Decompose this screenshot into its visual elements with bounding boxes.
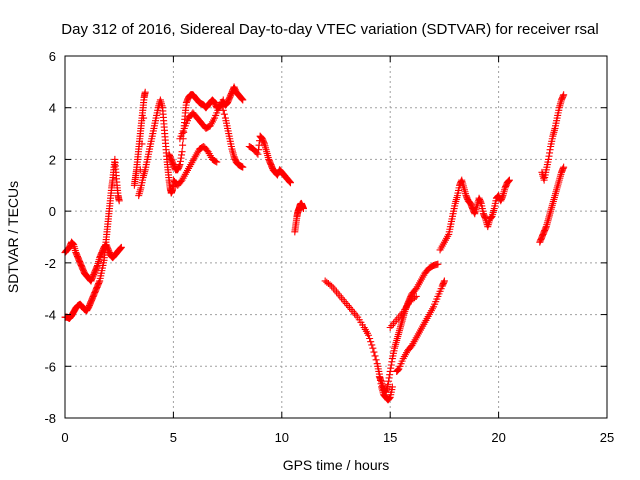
- x-tick-label: 25: [600, 430, 614, 445]
- data-point: [218, 102, 226, 110]
- series-2: [61, 155, 123, 322]
- y-tick-label: 2: [49, 152, 56, 167]
- x-axis-label: GPS time / hours: [283, 457, 390, 473]
- data-point: [217, 99, 225, 107]
- x-tick-label: 5: [170, 430, 177, 445]
- plot-frame: [64, 55, 608, 419]
- data-point: [138, 140, 146, 148]
- data-point: [239, 163, 247, 171]
- data-point: [115, 197, 123, 205]
- series-16: [538, 91, 568, 184]
- series-3: [130, 88, 177, 200]
- x-tick-labels: 0 5 10 15 20 25: [61, 430, 614, 445]
- data-point: [411, 294, 419, 302]
- chart-title: Day 312 of 2016, Sidereal Day-to-day VTE…: [61, 21, 598, 38]
- y-tick-label: 4: [49, 101, 56, 116]
- data-point: [412, 292, 420, 300]
- x-tick-label: 10: [275, 430, 289, 445]
- series-9: [291, 199, 307, 236]
- data-point: [220, 110, 228, 118]
- data-point: [365, 331, 373, 339]
- data-point: [369, 344, 377, 352]
- data-point: [505, 176, 513, 184]
- data-point: [219, 106, 227, 114]
- data-point: [326, 281, 334, 289]
- data-point: [368, 341, 376, 349]
- data-point: [366, 334, 374, 342]
- data-point: [299, 205, 307, 213]
- data-point: [434, 260, 442, 268]
- axis-ticks: [64, 55, 608, 419]
- series-8: [245, 132, 294, 187]
- data-point: [560, 91, 568, 99]
- y-axis-label: SDTVAR / TECUs: [5, 181, 21, 293]
- y-tick-label: -6: [44, 359, 56, 374]
- data-point: [212, 157, 220, 165]
- y-tick-label: 6: [49, 49, 56, 64]
- data-point: [178, 148, 186, 156]
- series-11: [375, 260, 442, 396]
- series-13: [393, 277, 448, 375]
- data-point: [371, 352, 379, 360]
- data-point: [140, 114, 148, 122]
- series-1: [61, 238, 125, 285]
- series-7: [217, 99, 247, 171]
- y-tick-label: -2: [44, 256, 56, 271]
- y-tick-label: -8: [44, 411, 56, 426]
- x-tick-label: 15: [383, 430, 397, 445]
- x-tick-label: 20: [491, 430, 505, 445]
- data-point: [560, 163, 568, 171]
- y-tick-labels: -8 -6 -4 -2 0 2 4 6: [44, 49, 56, 426]
- data-point: [370, 348, 378, 356]
- data-point: [141, 88, 149, 96]
- series-14: [436, 176, 513, 254]
- data-point: [117, 243, 125, 251]
- series-12: [386, 292, 420, 331]
- data-point: [239, 96, 247, 104]
- y-tick-label: 0: [49, 204, 56, 219]
- data-point: [286, 179, 294, 187]
- data-point: [388, 383, 396, 391]
- grid-lines: [65, 56, 607, 418]
- series-15: [536, 163, 568, 246]
- data-point: [440, 277, 448, 285]
- data-point: [179, 141, 187, 149]
- data-point: [213, 158, 221, 166]
- x-tick-label: 0: [61, 430, 68, 445]
- data-point: [372, 356, 380, 364]
- series-6: [176, 96, 227, 143]
- data-point: [367, 338, 375, 346]
- series-5: [169, 143, 221, 189]
- data-points: [61, 83, 568, 404]
- data-point: [253, 149, 261, 157]
- y-tick-label: -4: [44, 308, 56, 323]
